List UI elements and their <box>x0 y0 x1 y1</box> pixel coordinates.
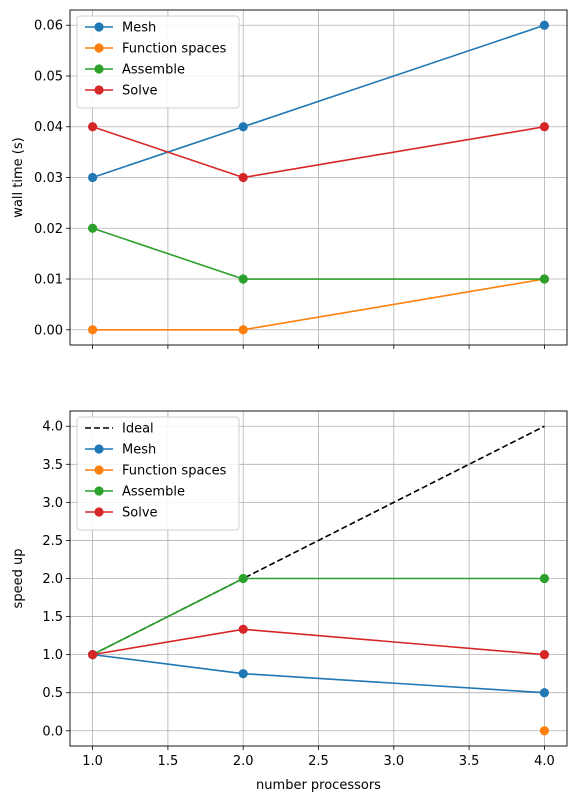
legend-label-solve: Solve <box>122 84 158 99</box>
legend-label-solve: Solve <box>122 506 158 521</box>
legend-marker-mesh <box>94 444 104 454</box>
legend-marker-function-spaces <box>94 43 104 53</box>
x-tick-label: 3.5 <box>459 754 480 769</box>
y-tick-label: 0.05 <box>34 69 63 84</box>
speed-up-chart: 0.0 0.5 1.0 1.5 2.0 2.5 3.0 3.5 4.0 1.0 1.5 2.0 2.5 3… <box>11 410 568 793</box>
y-tick-label: 2.5 <box>42 534 63 549</box>
point-mesh <box>238 669 248 679</box>
y-tick-label: 0.5 <box>42 686 63 701</box>
point-solve <box>87 122 98 132</box>
y-axis-label: speed up <box>11 549 26 609</box>
point-solve <box>539 650 550 660</box>
y-tick-label: 2.0 <box>42 572 63 587</box>
legend-label-assemble: Assemble <box>122 485 185 500</box>
legend-box <box>76 416 240 531</box>
legend: Ideal Mesh Function spaces Assemble Solve <box>76 416 240 531</box>
axes-frame <box>69 9 568 346</box>
y-tick-label: 0.06 <box>34 19 63 34</box>
point-function-spaces <box>539 726 550 736</box>
point-function-spaces <box>87 325 98 335</box>
point-assemble <box>87 223 98 233</box>
x-axis-label: number processors <box>256 778 381 793</box>
series-assemble <box>87 223 550 284</box>
x-tick-label: 1.0 <box>82 754 103 769</box>
legend-marker-function-spaces <box>94 465 104 475</box>
point-solve <box>539 122 550 132</box>
legend-marker-mesh <box>94 22 104 32</box>
legend-label-function-spaces: Function spaces <box>122 464 227 479</box>
y-tick-label: 4.0 <box>42 420 63 435</box>
point-mesh <box>539 20 550 30</box>
x-tick-label: 4.0 <box>534 754 555 769</box>
series-solve <box>87 122 550 183</box>
legend-label-assemble: Assemble <box>122 63 185 78</box>
y-tick-label: 0.02 <box>34 222 63 237</box>
series-function-spaces <box>539 726 550 736</box>
y-tick-label: 3.5 <box>42 458 63 473</box>
legend: Mesh Function spaces Assemble Solve <box>76 15 240 109</box>
y-tick-label: 0.03 <box>34 171 63 186</box>
x-tick-label: 1.5 <box>158 754 179 769</box>
x-tick-label: 2.0 <box>233 754 254 769</box>
x-tick-label: 3.0 <box>383 754 404 769</box>
point-solve <box>238 172 248 183</box>
point-assemble <box>539 573 550 584</box>
axes-frame <box>69 410 568 747</box>
point-mesh <box>87 172 98 183</box>
point-mesh <box>238 122 248 132</box>
point-function-spaces <box>238 325 248 335</box>
point-assemble <box>238 573 248 584</box>
point-assemble <box>238 274 248 284</box>
point-mesh <box>539 688 550 698</box>
legend-label-function-spaces: Function spaces <box>122 42 227 57</box>
y-tick-label: 3.0 <box>42 496 63 511</box>
point-assemble <box>539 274 550 284</box>
legend-label-ideal: Ideal <box>122 422 154 437</box>
grid <box>70 10 567 345</box>
wall-time-chart: 0.00 0.01 0.02 0.03 0.04 0.05 0.06 wall time (s… <box>11 9 568 349</box>
legend-marker-solve <box>94 85 104 95</box>
legend-marker-assemble <box>94 486 104 496</box>
legend-box <box>76 15 240 109</box>
y-tick-label: 0.04 <box>34 120 63 135</box>
legend-label-mesh: Mesh <box>122 443 156 458</box>
series-mesh <box>87 20 550 183</box>
x-tick-label: 2.5 <box>308 754 329 769</box>
y-tick-label: 0.0 <box>42 724 63 739</box>
point-solve <box>238 624 248 634</box>
y-tick-label: 0.00 <box>34 323 63 338</box>
point-solve <box>87 650 98 660</box>
legend-label-mesh: Mesh <box>122 21 156 36</box>
series-solve <box>87 624 550 660</box>
y-axis-label: wall time (s) <box>11 137 26 217</box>
y-tick-label: 1.0 <box>42 648 63 663</box>
legend-marker-solve <box>94 507 104 517</box>
legend-marker-assemble <box>94 64 104 74</box>
y-tick-label: 1.5 <box>42 610 63 625</box>
y-tick-label: 0.01 <box>34 273 63 288</box>
